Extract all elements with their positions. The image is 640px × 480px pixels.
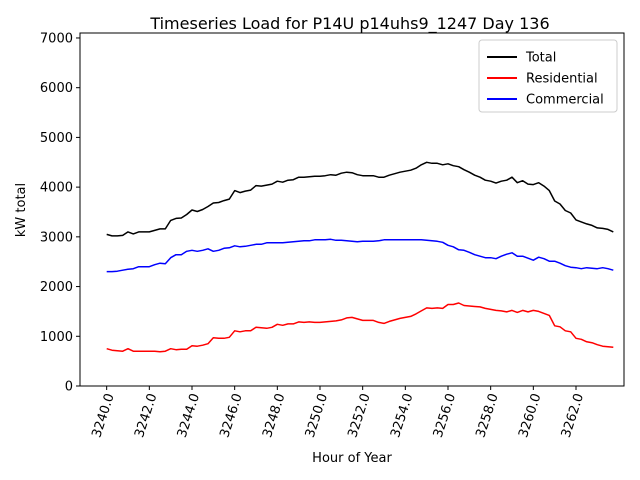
- y-axis-label: kW total: [14, 183, 29, 237]
- y-tick-label: 6000: [40, 81, 73, 96]
- x-tick-label: 3262.0: [559, 392, 587, 440]
- series-line-residential: [106, 302, 614, 353]
- y-tick-label: 1000: [40, 330, 73, 345]
- y-tick-label: 4000: [40, 181, 73, 196]
- y-tick-label: 0: [65, 380, 73, 395]
- x-tick-label: 3258.0: [473, 392, 501, 440]
- series-lines: [106, 161, 614, 353]
- legend-label-total: Total: [525, 51, 556, 66]
- x-tick-label: 3256.0: [431, 392, 459, 440]
- legend: Total Residential Commercial: [478, 39, 618, 113]
- x-tick-label: 3252.0: [345, 392, 373, 440]
- legend-label-commercial: Commercial: [526, 93, 604, 108]
- y-tick-label: 2000: [40, 280, 73, 295]
- x-tick-label: 3244.0: [175, 392, 203, 440]
- chart-title: Timeseries Load for P14U p14uhs9_1247 Da…: [149, 14, 549, 34]
- x-tick-label: 3260.0: [516, 392, 544, 440]
- x-tick-label: 3254.0: [388, 392, 416, 440]
- x-tick-label: 3248.0: [260, 392, 288, 440]
- x-axis-label: Hour of Year: [312, 451, 392, 466]
- plot-border: [79, 32, 625, 387]
- x-tick-label: 3242.0: [132, 392, 160, 440]
- y-tick-label: 7000: [40, 31, 73, 46]
- y-tick-label: 5000: [40, 131, 73, 146]
- x-axis: 3240.0 3242.0 3244.0 3246.0 3248.0 3250.0 3252…: [89, 386, 587, 440]
- x-tick-label: 3240.0: [89, 392, 117, 440]
- y-tick-label: 3000: [40, 230, 73, 245]
- y-axis: 0 1000 2000 3000 4000 5000 6000 7000: [40, 31, 80, 395]
- x-tick-label: 3250.0: [303, 392, 331, 440]
- series-line-total: [106, 161, 614, 237]
- x-tick-label: 3246.0: [217, 392, 245, 440]
- legend-label-residential: Residential: [526, 72, 598, 87]
- series-line-commercial: [106, 238, 614, 273]
